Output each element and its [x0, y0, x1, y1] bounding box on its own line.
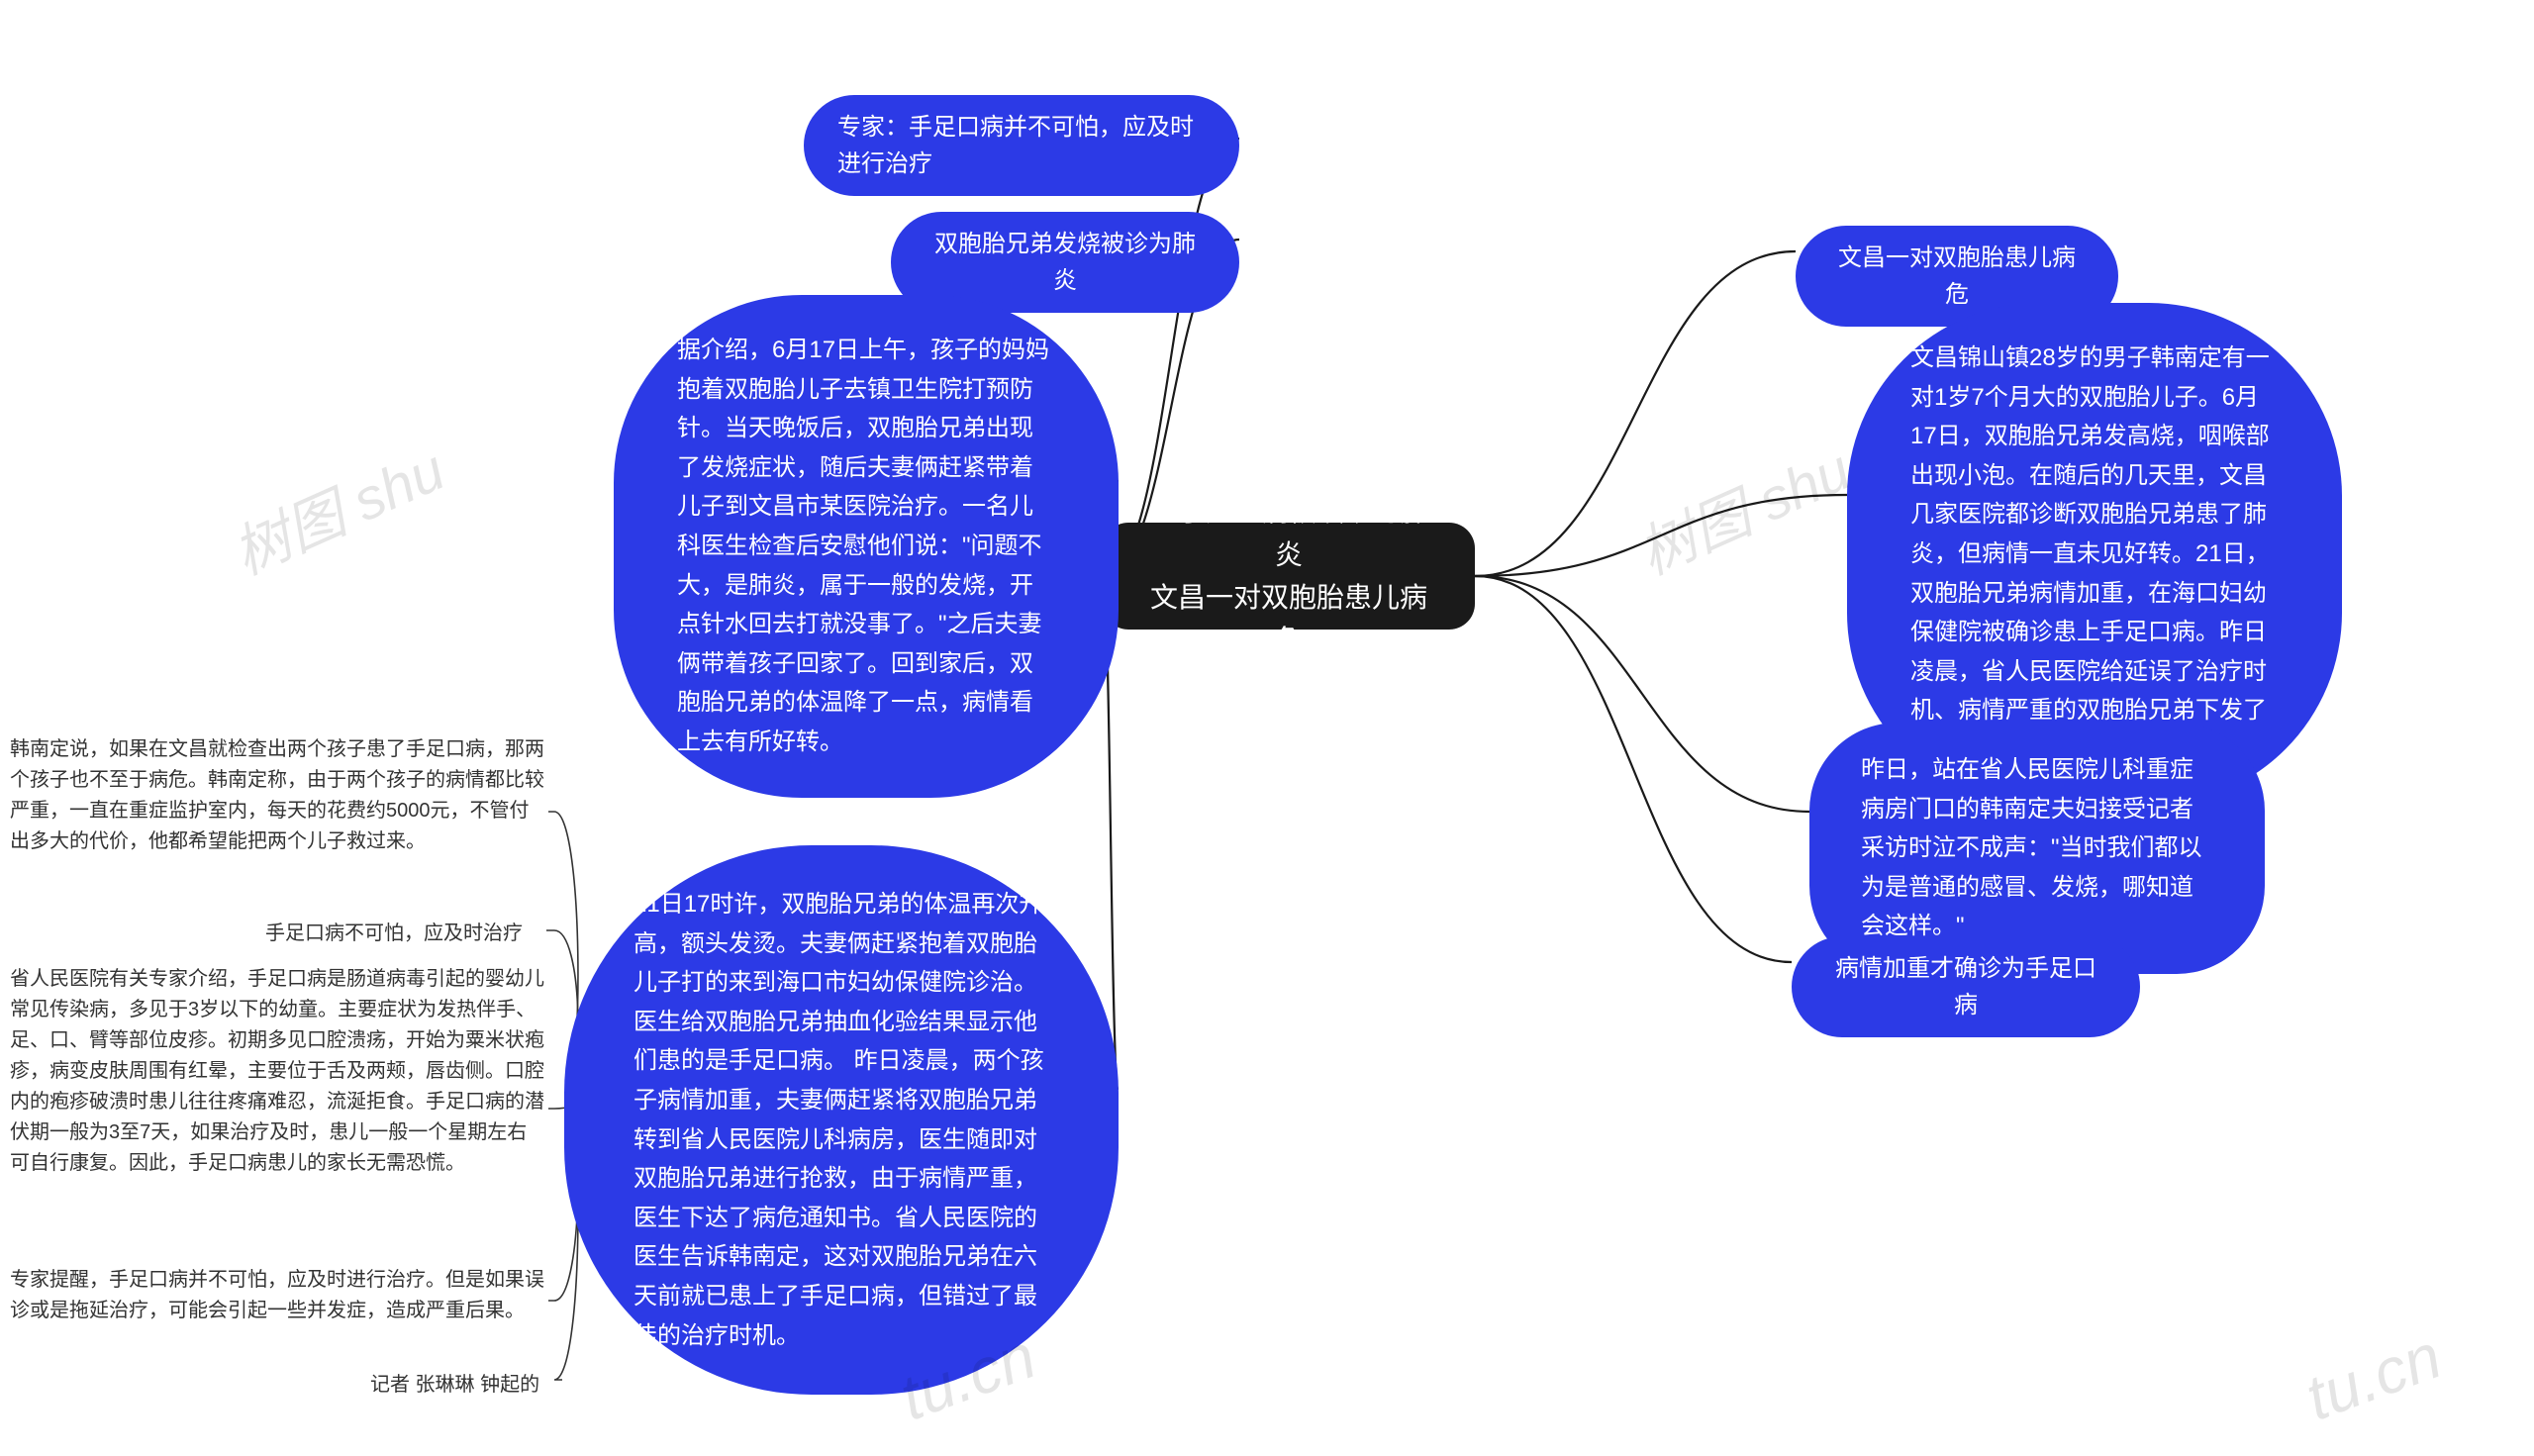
leaf-expert-intro[interactable]: 省人民医院有关专家介绍，手足口病是肠道病毒引起的婴幼儿常见传染病，多见于3岁以下…: [10, 964, 544, 1179]
branch-confirmed-hfmd[interactable]: 病情加重才确诊为手足口病: [1792, 936, 2140, 1037]
center-line1: 患手足口病被误诊为肺炎: [1146, 490, 1431, 576]
leaf-not-scary[interactable]: 手足口病不可怕，应及时治疗: [265, 919, 542, 949]
center-line2: 文昌一对双胞胎患儿病危: [1146, 576, 1431, 662]
branch-label: 昨日，站在省人民医院儿科重症病房门口的韩南定夫妇接受记者采访时泣不成声："当时我…: [1861, 750, 2213, 946]
leaf-text: 省人民医院有关专家介绍，手足口病是肠道病毒引起的婴幼儿常见传染病，多见于3岁以下…: [10, 968, 544, 1174]
branch-story-part2[interactable]: 21日17时许，双胞胎兄弟的体温再次升高，额头发烫。夫妻俩赶紧抱着双胞胎儿子打的…: [564, 845, 1119, 1395]
leaf-text: 专家提醒，手足口病并不可怕，应及时进行治疗。但是如果误诊或是拖延治疗，可能会引起…: [10, 1269, 544, 1321]
branch-label: 病情加重才确诊为手足口病: [1825, 950, 2106, 1023]
leaf-expert-reminder[interactable]: 专家提醒，手足口病并不可怕，应及时进行治疗。但是如果误诊或是拖延治疗，可能会引起…: [10, 1265, 544, 1326]
branch-label: 据介绍，6月17日上午，孩子的妈妈抱着双胞胎儿子去镇卫生院打预防针。当天晚饭后，…: [677, 331, 1055, 762]
branch-label: 21日17时许，双胞胎兄弟的体温再次升高，额头发烫。夫妻俩赶紧抱着双胞胎儿子打的…: [634, 885, 1049, 1355]
branch-expert-advice[interactable]: 专家：手足口病并不可怕，应及时进行治疗: [804, 95, 1239, 196]
branch-label: 双胞胎兄弟发烧被诊为肺炎: [925, 226, 1206, 299]
leaf-text: 记者 张琳琳 钟起的: [370, 1374, 539, 1396]
leaf-father-statement[interactable]: 韩南定说，如果在文昌就检查出两个孩子患了手足口病，那两个孩子也不至于病危。韩南定…: [10, 734, 544, 857]
mindmap-canvas: 患手足口病被误诊为肺炎 文昌一对双胞胎患儿病危 专家：手足口病并不可怕，应及时进…: [0, 0, 2534, 1456]
branch-label: 专家：手足口病并不可怕，应及时进行治疗: [837, 109, 1206, 182]
branch-label: 文昌锦山镇28岁的男子韩南定有一对1岁7个月大的双胞胎儿子。6月17日，双胞胎兄…: [1910, 339, 2279, 770]
center-topic[interactable]: 患手足口病被误诊为肺炎 文昌一对双胞胎患儿病危: [1103, 523, 1475, 630]
branch-story-part1[interactable]: 据介绍，6月17日上午，孩子的妈妈抱着双胞胎儿子去镇卫生院打预防针。当天晚饭后，…: [614, 295, 1119, 798]
leaf-text: 韩南定说，如果在文昌就检查出两个孩子患了手足口病，那两个孩子也不至于病危。韩南定…: [10, 738, 544, 852]
leaf-text: 手足口病不可怕，应及时治疗: [265, 922, 523, 944]
leaf-reporter[interactable]: 记者 张琳琳 钟起的: [370, 1370, 558, 1401]
